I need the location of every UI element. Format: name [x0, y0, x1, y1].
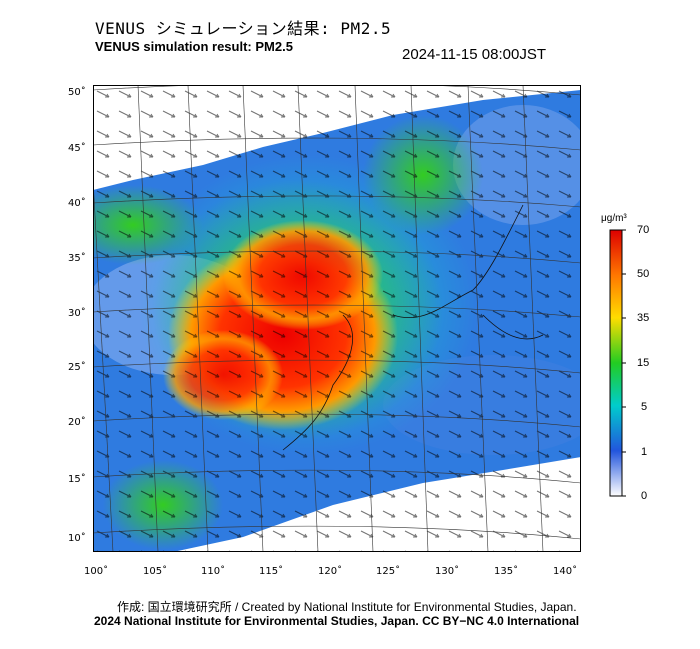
colorbar-tick-label: 35 — [637, 312, 650, 324]
lon-label: 140˚ — [553, 566, 578, 577]
lat-label: 40˚ — [68, 198, 86, 209]
title-english: VENUS simulation result: PM2.5 — [95, 39, 293, 54]
coastline — [282, 204, 544, 451]
title-japanese: VENUS シミュレーション結果: PM2.5 — [95, 19, 392, 38]
wind-vectors — [93, 85, 581, 552]
colorbar-tick-label: 50 — [637, 268, 650, 280]
colorbar — [609, 229, 626, 497]
lon-label: 135˚ — [494, 566, 519, 577]
lon-label: 110˚ — [201, 566, 226, 577]
lon-label: 115˚ — [259, 566, 284, 577]
lat-label: 25˚ — [68, 362, 86, 373]
lat-label: 30˚ — [68, 308, 86, 319]
lat-label: 15˚ — [68, 474, 86, 485]
lon-label: 125˚ — [376, 566, 401, 577]
colorbar-scale — [609, 229, 623, 497]
lon-label: 130˚ — [435, 566, 460, 577]
colorbar-unit: μg/m³ — [601, 213, 627, 224]
colorbar-tick-label: 5 — [641, 401, 648, 413]
lon-label: 120˚ — [318, 566, 343, 577]
lat-label: 35˚ — [68, 253, 86, 264]
colorbar-tick-label: 0 — [641, 490, 648, 502]
footer-credit: 作成: 国立環境研究所 / Created by National Instit… — [117, 600, 577, 614]
colorbar-tick-label: 15 — [637, 357, 650, 369]
lat-label: 50˚ — [68, 87, 86, 98]
lon-label: 105˚ — [143, 566, 168, 577]
colorbar-tick-label: 1 — [641, 446, 648, 458]
pm25-map — [93, 85, 581, 552]
forecast-timestamp: 2024-11-15 08:00JST — [402, 46, 546, 63]
lat-label: 20˚ — [68, 417, 86, 428]
lon-label: 100˚ — [84, 566, 109, 577]
graticule — [93, 85, 581, 552]
map-border — [93, 85, 581, 552]
colorbar-tick-label: 70 — [637, 224, 650, 236]
lat-label: 10˚ — [68, 533, 86, 544]
footer-copyright: 2024 National Institute for Environmenta… — [94, 614, 580, 628]
lat-label: 45˚ — [68, 143, 86, 154]
